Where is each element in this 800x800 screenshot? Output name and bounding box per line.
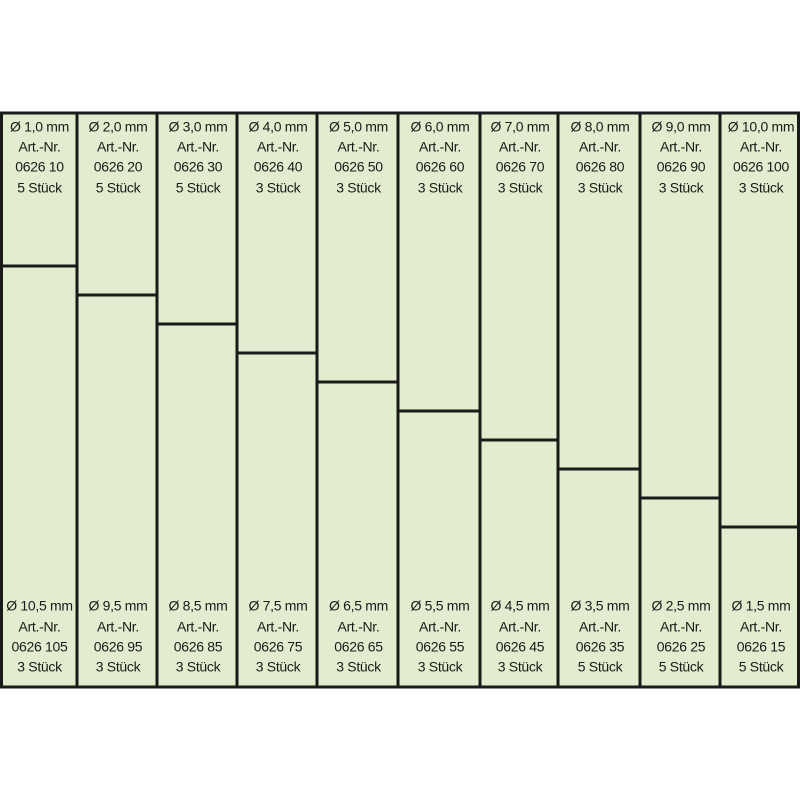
bottom-label: 3 Stück (96, 659, 142, 675)
top-label: Ø 7,0 mm (490, 119, 549, 135)
top-label: 5 Stück (176, 180, 222, 196)
top-label: 0626 20 (94, 159, 143, 175)
top-label: Ø 8,0 mm (570, 119, 629, 135)
bottom-label: 0626 75 (254, 639, 303, 655)
bottom-label: Art.-Nr. (257, 619, 299, 635)
bottom-label: Art.-Nr. (338, 619, 380, 635)
top-label: Art.-Nr. (660, 139, 702, 155)
bottom-label: Ø 7,5 mm (248, 598, 307, 614)
bottom-label: 5 Stück (659, 659, 705, 675)
bottom-label: Art.-Nr. (419, 619, 461, 635)
top-label: Ø 2,0 mm (88, 119, 147, 135)
top-label: Ø 6,0 mm (410, 119, 469, 135)
top-label: 0626 70 (496, 159, 545, 175)
bottom-label: 3 Stück (498, 659, 544, 675)
bottom-label: 3 Stück (336, 659, 382, 675)
bottom-label: 0626 65 (334, 639, 383, 655)
bottom-label: Ø 8,5 mm (168, 598, 227, 614)
top-label: Art.-Nr. (177, 139, 219, 155)
bottom-label: Ø 3,5 mm (570, 598, 629, 614)
top-label: 3 Stück (418, 180, 464, 196)
bottom-label: Art.-Nr. (19, 619, 61, 635)
top-label: Art.-Nr. (419, 139, 461, 155)
top-label: 5 Stück (96, 180, 142, 196)
bottom-label: Art.-Nr. (579, 619, 621, 635)
top-label: Art.-Nr. (579, 139, 621, 155)
top-label: 0626 50 (334, 159, 383, 175)
top-label: 5 Stück (17, 180, 63, 196)
top-label: 0626 10 (15, 159, 64, 175)
bottom-label: Art.-Nr. (660, 619, 702, 635)
bottom-label: Ø 2,5 mm (651, 598, 710, 614)
bottom-label: 0626 95 (94, 639, 143, 655)
top-label: 0626 30 (174, 159, 223, 175)
bottom-label: 3 Stück (17, 659, 63, 675)
top-label: 0626 40 (254, 159, 303, 175)
top-label: Ø 10,0 mm (728, 119, 795, 135)
top-label: Ø 4,0 mm (248, 119, 307, 135)
bottom-label: Ø 4,5 mm (490, 598, 549, 614)
bottom-label: Ø 9,5 mm (88, 598, 147, 614)
bottom-label: 0626 55 (416, 639, 465, 655)
top-label: 0626 80 (576, 159, 625, 175)
top-label: Art.-Nr. (499, 139, 541, 155)
top-label: Ø 9,0 mm (651, 119, 710, 135)
top-label: Ø 5,0 mm (329, 119, 388, 135)
bottom-label: 0626 15 (737, 639, 786, 655)
top-label: Art.-Nr. (97, 139, 139, 155)
bottom-label: 0626 105 (12, 639, 69, 655)
top-label: 0626 100 (733, 159, 790, 175)
top-label: Art.-Nr. (257, 139, 299, 155)
bottom-label: Ø 6,5 mm (329, 598, 388, 614)
top-label: 3 Stück (739, 180, 785, 196)
sheet-border (0, 111, 800, 689)
bottom-label: Art.-Nr. (499, 619, 541, 635)
top-label: 3 Stück (578, 180, 624, 196)
top-label: 3 Stück (256, 180, 302, 196)
top-label: 0626 90 (657, 159, 706, 175)
bottom-label: Art.-Nr. (177, 619, 219, 635)
bottom-label: 0626 85 (174, 639, 223, 655)
bottom-label: Ø 5,5 mm (410, 598, 469, 614)
top-label: Art.-Nr. (19, 139, 61, 155)
top-label: Ø 3,0 mm (168, 119, 227, 135)
bottom-label: 5 Stück (578, 659, 624, 675)
top-label: 0626 60 (416, 159, 465, 175)
top-label: 3 Stück (659, 180, 705, 196)
bottom-label: Ø 1,5 mm (731, 598, 790, 614)
top-label: Art.-Nr. (740, 139, 782, 155)
bottom-label: Art.-Nr. (740, 619, 782, 635)
bottom-label: 3 Stück (176, 659, 222, 675)
bottom-label: 0626 35 (576, 639, 625, 655)
top-label: Ø 1,0 mm (10, 119, 69, 135)
bottom-label: Art.-Nr. (97, 619, 139, 635)
top-label: 3 Stück (336, 180, 382, 196)
bottom-label: Ø 10,5 mm (6, 598, 73, 614)
bottom-label: 3 Stück (256, 659, 302, 675)
top-label: Art.-Nr. (338, 139, 380, 155)
bottom-label: 0626 45 (496, 639, 545, 655)
bottom-label: 0626 25 (657, 639, 706, 655)
top-label: 3 Stück (498, 180, 544, 196)
bottom-label: 3 Stück (418, 659, 464, 675)
bottom-label: 5 Stück (739, 659, 785, 675)
